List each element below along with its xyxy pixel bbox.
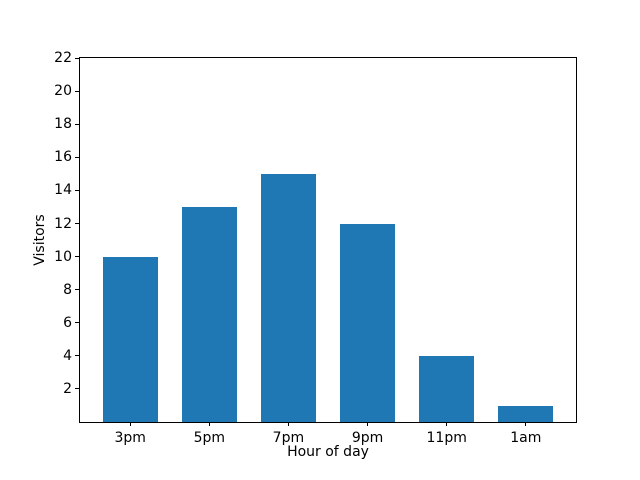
x-tick-label-11pm: 11pm xyxy=(426,430,467,446)
bar-3pm xyxy=(102,256,158,422)
x-tick-label-9pm: 9pm xyxy=(351,430,384,446)
y-tick-label: 8 xyxy=(63,281,72,298)
bar-11pm xyxy=(419,355,475,422)
y-tick-label: 14 xyxy=(54,182,72,199)
y-tick-mark xyxy=(75,123,79,125)
x-axis-label: Hour of day xyxy=(287,444,369,460)
x-tick-mark xyxy=(525,422,527,426)
x-tick-label-1am: 1am xyxy=(510,430,542,446)
x-tick-mark xyxy=(287,422,289,426)
y-tick-label: 2 xyxy=(63,380,72,397)
x-tick-label-3pm: 3pm xyxy=(114,430,146,446)
y-tick-mark xyxy=(75,289,79,291)
y-tick-label: 20 xyxy=(54,83,72,100)
y-tick-mark xyxy=(75,256,79,257)
y-tick-mark xyxy=(75,57,79,59)
y-tick-mark xyxy=(75,223,79,224)
y-tick-label: 10 xyxy=(54,248,72,265)
y-tick-label: 4 xyxy=(63,347,72,364)
x-tick-label-7pm: 7pm xyxy=(272,430,305,446)
y-tick-label: 18 xyxy=(54,116,72,133)
y-tick-mark xyxy=(75,355,79,357)
bar-5pm xyxy=(181,206,238,422)
y-tick-label: 22 xyxy=(54,50,72,66)
x-tick-mark xyxy=(446,422,448,426)
y-tick-mark xyxy=(75,388,79,390)
y-tick-mark xyxy=(75,156,79,158)
bar-7pm xyxy=(260,173,317,422)
y-tick-label: 16 xyxy=(54,149,72,166)
y-tick-mark xyxy=(75,90,79,92)
y-tick-mark xyxy=(75,322,79,324)
bar-9pm xyxy=(339,223,396,422)
x-tick-label-5pm: 5pm xyxy=(193,430,226,446)
y-tick-label: 6 xyxy=(63,314,72,331)
y-axis-label: Visitors xyxy=(32,214,48,266)
plot-area: 2 4 6 8 10 12 14 16 18 20 22 3pm 5pm 7pm 9pm 11pm 1am xyxy=(54,50,577,446)
y-tick-mark xyxy=(75,189,79,191)
x-tick-mark xyxy=(367,422,369,426)
x-tick-mark xyxy=(208,422,210,426)
y-tick-label: 12 xyxy=(54,215,72,232)
bar-1am xyxy=(498,405,554,422)
x-tick-mark xyxy=(129,422,131,426)
